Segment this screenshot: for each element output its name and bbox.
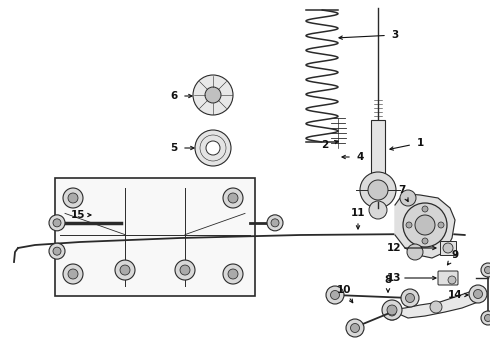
Circle shape [481, 263, 490, 277]
Circle shape [63, 188, 83, 208]
Circle shape [388, 308, 396, 316]
Circle shape [49, 243, 65, 259]
Text: 11: 11 [351, 208, 365, 218]
Circle shape [205, 87, 221, 103]
Circle shape [53, 247, 61, 255]
Polygon shape [390, 290, 480, 318]
Bar [371, 120, 385, 188]
Circle shape [267, 215, 283, 231]
Circle shape [206, 141, 220, 155]
Circle shape [430, 301, 442, 313]
Circle shape [415, 215, 435, 235]
Circle shape [387, 305, 397, 315]
Circle shape [384, 304, 400, 320]
Text: 7: 7 [398, 185, 406, 195]
Circle shape [223, 264, 243, 284]
Circle shape [481, 311, 490, 325]
Circle shape [485, 315, 490, 321]
Text: 14: 14 [448, 290, 462, 300]
Polygon shape [395, 194, 455, 258]
Circle shape [485, 266, 490, 274]
Text: 4: 4 [356, 152, 364, 162]
Circle shape [326, 286, 344, 304]
Circle shape [330, 291, 340, 300]
Text: 5: 5 [171, 143, 178, 153]
Circle shape [68, 193, 78, 203]
Circle shape [53, 219, 61, 227]
Circle shape [407, 244, 423, 260]
Text: 6: 6 [171, 91, 178, 101]
Bar [440, 241, 456, 255]
Circle shape [63, 264, 83, 284]
Text: 12: 12 [387, 243, 401, 253]
Text: 15: 15 [71, 210, 85, 220]
Circle shape [115, 260, 135, 280]
Circle shape [49, 215, 65, 231]
Circle shape [406, 222, 412, 228]
Circle shape [422, 206, 428, 212]
Circle shape [473, 289, 483, 298]
Circle shape [228, 269, 238, 279]
Circle shape [443, 243, 453, 253]
Circle shape [228, 193, 238, 203]
Circle shape [400, 190, 416, 206]
Text: 10: 10 [337, 285, 351, 295]
Circle shape [469, 285, 487, 303]
Circle shape [193, 75, 233, 115]
Text: 1: 1 [416, 138, 424, 148]
Text: 3: 3 [392, 30, 399, 40]
Circle shape [438, 222, 444, 228]
Circle shape [271, 219, 279, 227]
Circle shape [346, 319, 364, 337]
Circle shape [448, 276, 456, 284]
Circle shape [369, 201, 387, 219]
Circle shape [350, 324, 360, 333]
Text: 9: 9 [451, 250, 459, 260]
Circle shape [360, 172, 396, 208]
Circle shape [382, 300, 402, 320]
Circle shape [120, 265, 130, 275]
Circle shape [401, 289, 419, 307]
Circle shape [195, 130, 231, 166]
Circle shape [180, 265, 190, 275]
Circle shape [403, 203, 447, 247]
Text: 13: 13 [387, 273, 401, 283]
Circle shape [68, 269, 78, 279]
Circle shape [422, 238, 428, 244]
FancyBboxPatch shape [438, 271, 458, 285]
Circle shape [223, 188, 243, 208]
Bar [55, 178, 255, 296]
Circle shape [175, 260, 195, 280]
Text: 2: 2 [321, 140, 329, 150]
Text: 8: 8 [384, 275, 392, 285]
Circle shape [406, 293, 415, 302]
Circle shape [368, 180, 388, 200]
